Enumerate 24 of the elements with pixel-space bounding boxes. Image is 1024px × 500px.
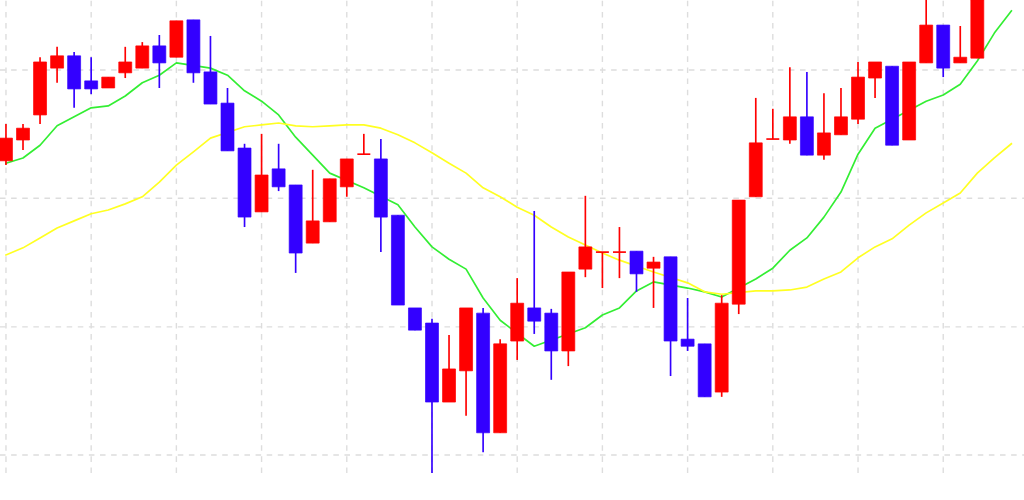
- candlestick: [118, 45, 133, 79]
- candlestick: [868, 61, 882, 99]
- candlestick: [765, 107, 781, 140]
- candlestick: [834, 87, 848, 136]
- candlestick: [16, 123, 30, 151]
- candlestick: [84, 56, 98, 95]
- candlestick: [50, 45, 64, 84]
- candlestick: [817, 92, 831, 161]
- candlestick: [408, 307, 422, 331]
- candlestick: [135, 41, 150, 69]
- candlestick: [953, 25, 968, 64]
- candlestick: [612, 226, 627, 279]
- candlestick: [527, 210, 542, 335]
- candlestick: [595, 251, 610, 289]
- candlestick: [680, 297, 695, 352]
- candlestick: [356, 133, 372, 156]
- candlestick: [629, 250, 644, 293]
- candlestick: [783, 66, 797, 145]
- candlestick: [0, 123, 13, 166]
- candlestick: [305, 168, 320, 244]
- candlestick: [271, 142, 286, 192]
- candlestick: [578, 194, 593, 279]
- candlestick: [152, 34, 167, 89]
- candlestick: [646, 256, 661, 309]
